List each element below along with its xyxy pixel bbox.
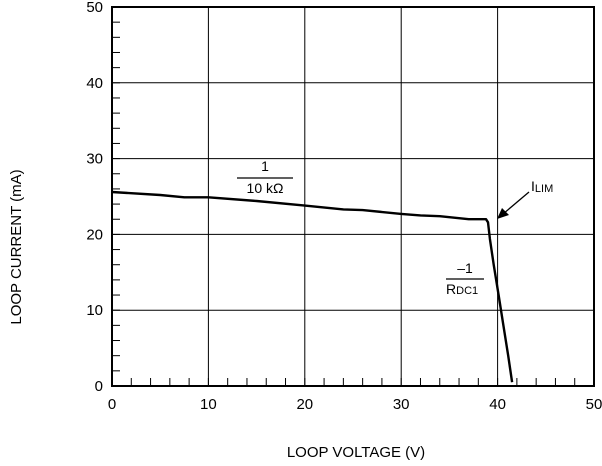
- series-layer: [111, 190, 514, 383]
- y-axis-title: LOOP CURRENT (mA): [8, 169, 25, 324]
- grid-lines: [112, 7, 594, 386]
- y-tick-label: 20: [86, 226, 103, 243]
- y-tick-label: 10: [86, 302, 103, 319]
- ilim-arrow-head: [497, 208, 509, 219]
- x-tick-label: 50: [586, 396, 602, 413]
- svg-text:ILIM: ILIM: [531, 178, 553, 195]
- slope-annotation-1: 1 10 kΩ: [237, 158, 293, 196]
- ilim-arrow-line: [502, 191, 530, 215]
- y-tick-label: 40: [86, 75, 103, 92]
- x-tick-label: 40: [489, 396, 506, 413]
- y-tick-label: 0: [95, 378, 103, 395]
- slope2-numerator: –1: [457, 260, 473, 276]
- y-tick-label: 30: [86, 151, 103, 168]
- slope2-denominator: R: [446, 281, 456, 297]
- ilim-subscript: LIM: [535, 183, 553, 195]
- x-tick-label: 30: [393, 396, 410, 413]
- plot-frame: [111, 6, 595, 387]
- svg-text:RDC1: RDC1: [446, 281, 478, 297]
- x-tick-label: 10: [200, 396, 217, 413]
- slope-annotation-2: –1 RDC1: [446, 260, 484, 297]
- x-axis-title: LOOP VOLTAGE (V): [287, 444, 425, 461]
- slope2-denominator-subscript: DC1: [456, 285, 478, 297]
- slope1-numerator: 1: [261, 158, 269, 174]
- x-tick-label: 0: [108, 396, 116, 413]
- minor-ticks: [111, 6, 595, 387]
- ilim-annotation: ILIM: [497, 178, 553, 219]
- loop-current-curve: [111, 190, 514, 383]
- ilim-label: I: [531, 178, 535, 194]
- y-tick-label: 50: [86, 0, 103, 16]
- x-tick-label: 20: [296, 396, 313, 413]
- x-tick-labels: 0 10 20 30 40 50: [108, 396, 602, 413]
- slope1-denominator: 10 kΩ: [247, 180, 284, 196]
- y-tick-labels: 0 10 20 30 40 50: [86, 0, 103, 395]
